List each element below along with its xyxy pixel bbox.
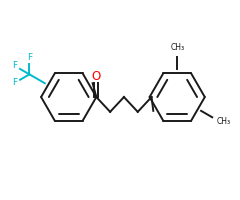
Text: CH₃: CH₃ [216, 117, 230, 126]
Text: F: F [12, 61, 18, 70]
Text: CH₃: CH₃ [171, 43, 185, 52]
Text: F: F [27, 53, 32, 62]
Text: F: F [12, 78, 18, 87]
Text: O: O [92, 70, 101, 83]
